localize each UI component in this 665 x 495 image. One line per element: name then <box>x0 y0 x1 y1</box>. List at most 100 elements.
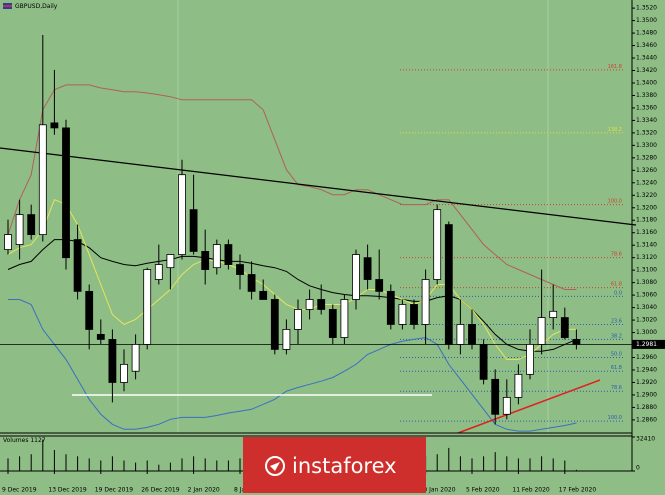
indicator-line <box>8 299 577 432</box>
candle-body <box>433 209 442 280</box>
y-tick-label: 1.3360 <box>636 104 657 111</box>
candle-body <box>572 339 581 345</box>
y-tick-label: 1.3200 <box>636 204 657 211</box>
candle-body <box>73 239 82 292</box>
volume-tick-label: 32410 <box>636 436 655 443</box>
candle-body <box>421 279 430 325</box>
x-tick-label: 11 Feb 2020 <box>512 487 550 494</box>
y-tick-label: 1.3080 <box>636 279 657 286</box>
last-price-label: 1.2981 <box>636 341 657 348</box>
trend-line <box>457 379 601 434</box>
watermark-logo <box>270 462 280 471</box>
y-tick-label: 1.3300 <box>636 142 657 149</box>
level-label: 161.8 <box>608 64 622 70</box>
x-tick-label: 19 Dec 2019 <box>95 487 134 494</box>
candle-body <box>410 304 418 325</box>
candle-body <box>143 269 152 345</box>
y-tick-label: 1.3460 <box>636 42 657 49</box>
y-tick-label: 1.3260 <box>636 167 657 174</box>
y-tick-label: 1.3480 <box>636 30 657 37</box>
candle-body <box>50 122 59 129</box>
level-label: 38.2 <box>611 333 622 339</box>
candle-body <box>398 304 407 325</box>
candle-body <box>549 310 558 318</box>
y-tick-label: 1.3280 <box>636 154 657 161</box>
y-tick-label: 1.3000 <box>636 329 657 336</box>
candle-body <box>328 309 337 338</box>
level-label: 23.6 <box>611 318 622 324</box>
candle-body <box>340 299 349 338</box>
indicator-line <box>7 239 577 352</box>
volume-title: Volumes 1127 <box>3 437 46 444</box>
level-label: 0.0 <box>614 290 622 296</box>
x-tick-label: 9 Dec 2019 <box>2 487 37 494</box>
candle-body <box>15 214 24 245</box>
candle-body <box>259 290 268 300</box>
watermark: instaforex <box>243 437 426 493</box>
y-tick-label: 1.2920 <box>636 379 657 386</box>
candle-body <box>468 324 476 345</box>
y-tick-label: 1.3520 <box>636 5 657 12</box>
candle-body <box>526 344 534 375</box>
candle-body <box>27 214 36 235</box>
y-tick-label: 1.3500 <box>636 17 657 24</box>
watermark-logo <box>265 456 285 476</box>
x-tick-label: 30 Jan 2020 <box>420 487 456 494</box>
x-tick-label: 2 Jan 2020 <box>188 487 220 494</box>
y-tick-label: 1.2900 <box>636 391 657 398</box>
candle-body <box>212 244 221 269</box>
last-price-box <box>632 339 665 349</box>
candle-body <box>514 373 523 398</box>
trend-line <box>0 147 637 226</box>
chart-title: GBPUSD,Daily <box>15 3 58 10</box>
candle-body <box>247 274 256 292</box>
y-tick-label: 1.3060 <box>636 292 657 299</box>
y-tick-label: 1.3100 <box>636 267 657 274</box>
candle-body <box>189 209 198 252</box>
candle-body <box>363 257 372 280</box>
candle-body <box>294 309 302 330</box>
candle-body <box>131 344 140 372</box>
candle-body <box>479 344 488 380</box>
candle-body <box>502 397 511 415</box>
x-tick-label: 26 Dec 2019 <box>141 487 180 494</box>
candle-body <box>154 264 163 280</box>
y-tick-label: 1.3380 <box>636 92 657 99</box>
y-tick-label: 1.2960 <box>636 354 657 361</box>
candle-body <box>305 299 314 310</box>
y-tick-label: 1.2880 <box>636 404 657 411</box>
candle-body <box>491 378 500 415</box>
level-label: 61.8 <box>611 282 622 288</box>
candle-body <box>317 299 326 310</box>
y-tick-label: 1.2940 <box>636 366 657 373</box>
candle-body <box>224 244 233 265</box>
x-tick-label: 13 Dec 2019 <box>48 487 87 494</box>
candle-body <box>537 317 546 345</box>
level-label: 78.6 <box>611 385 622 391</box>
y-tick-label: 1.3400 <box>636 79 657 86</box>
level-label: 61.8 <box>611 365 622 371</box>
candle-body <box>85 290 94 330</box>
candle-body <box>375 279 384 292</box>
indicator-line <box>7 84 577 290</box>
y-tick-label: 1.3420 <box>636 67 657 74</box>
y-tick-label: 1.3340 <box>636 117 657 124</box>
level-label: 50.0 <box>611 352 622 358</box>
candle-body <box>270 299 279 350</box>
volume-tick-label: 0 <box>636 465 640 472</box>
candle-body <box>201 251 210 270</box>
front-layer <box>4 34 581 425</box>
candle-body <box>352 254 360 300</box>
candle-body <box>38 124 47 235</box>
candle-body <box>444 224 453 345</box>
candle-body <box>236 264 244 275</box>
watermark-text: instaforex <box>292 454 397 478</box>
x-tick-label: 5 Feb 2020 <box>466 487 500 494</box>
candle-body <box>96 334 105 340</box>
indicator-line <box>7 199 577 360</box>
level-label: 78.6 <box>611 252 622 258</box>
level-label: 100.0 <box>608 199 622 205</box>
x-tick-label: 17 Feb 2020 <box>559 487 597 494</box>
